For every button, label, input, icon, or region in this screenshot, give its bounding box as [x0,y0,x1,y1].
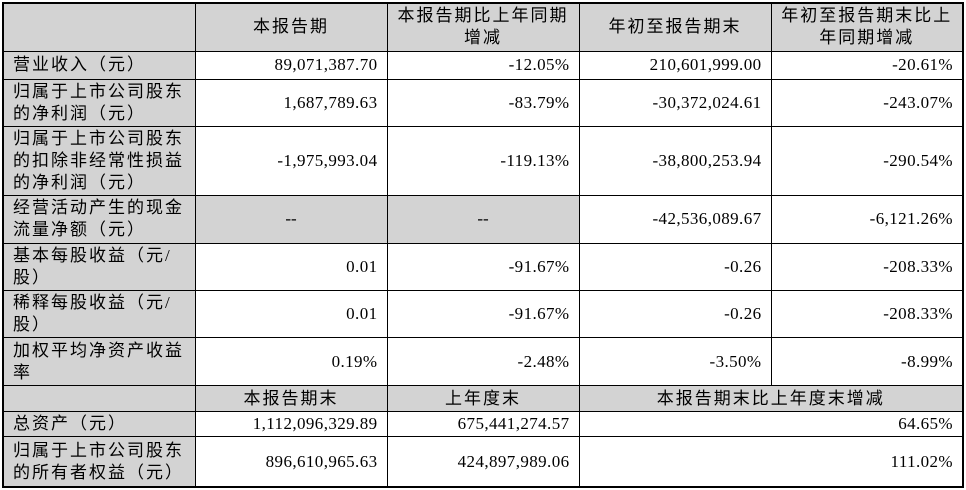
value-cell: -1,975,993.04 [194,125,388,196]
table-row-net-profit: 归属于上市公司股东 的净利润（元） 1,687,789.63 -83.79% -… [2,78,964,127]
table-row-net-profit-excl-nonrecurring: 归属于上市公司股东 的扣除非经常性损益 的净利润（元） -1,975,993.0… [2,125,964,196]
value-cell: 111.02% [578,436,964,488]
value-cell: -91.67% [386,290,580,339]
header-year-to-date: 年初至报告期末 [578,2,772,52]
row-label: 加权平均净资产收益 率 [2,337,196,387]
row-label: 稀释每股收益（元/ 股） [2,290,196,339]
row-label: 归属于上市公司股东 的扣除非经常性损益 的净利润（元） [2,125,196,196]
value-cell: 210,601,999.00 [578,50,772,80]
value-cell: -83.79% [386,78,580,127]
table-row-operating-revenue: 营业收入（元） 89,071,387.70 -12.05% 210,601,99… [2,50,964,80]
value-cell-not-applicable: -- [194,194,388,244]
value-cell: -0.26 [578,242,772,292]
value-cell: -38,800,253.94 [578,125,772,196]
value-cell: -2.48% [386,337,580,387]
value-cell: -243.07% [770,78,964,127]
value-cell: -30,372,024.61 [578,78,772,127]
value-cell: 424,897,989.06 [386,436,580,488]
header-period-end-vs-prior-year-end-change: 本报告期末比上年度末增减 [578,385,964,413]
value-cell: 0.19% [194,337,388,387]
table-row-diluted-eps: 稀释每股收益（元/ 股） 0.01 -91.67% -0.26 -208.33% [2,290,964,339]
value-cell: 89,071,387.70 [194,50,388,80]
period-header-row: 本报告期 本报告期比上年同期 增减 年初至报告期末 年初至报告期末比上 年同期增… [2,2,964,52]
row-label: 基本每股收益（元/ 股） [2,242,196,292]
value-cell: -6,121.26% [770,194,964,244]
value-cell: -8.99% [770,337,964,387]
value-cell: -208.33% [770,242,964,292]
value-cell-not-applicable: -- [386,194,580,244]
value-cell: 0.01 [194,290,388,339]
row-label: 归属于上市公司股东 的所有者权益（元） [2,436,196,488]
value-cell: 1,687,789.63 [194,78,388,127]
value-cell: -91.67% [386,242,580,292]
row-label: 营业收入（元） [2,50,196,80]
table-row-operating-cash-flow: 经营活动产生的现金 流量净额（元） -- -- -42,536,089.67 -… [2,194,964,244]
value-cell: -0.26 [578,290,772,339]
header-year-to-date-yoy-change: 年初至报告期末比上 年同期增减 [770,2,964,52]
table-row-basic-eps: 基本每股收益（元/ 股） 0.01 -91.67% -0.26 -208.33% [2,242,964,292]
value-cell: 1,112,096,329.89 [194,411,388,438]
header-blank-cell [2,2,196,52]
header-current-period-yoy-change: 本报告期比上年同期 增减 [386,2,580,52]
position-header-row: 本报告期末 上年度末 本报告期末比上年度末增减 [2,385,964,413]
value-cell: 0.01 [194,242,388,292]
table-row-total-assets: 总资产（元） 1,112,096,329.89 675,441,274.57 6… [2,411,964,438]
table-row-weighted-average-roe: 加权平均净资产收益 率 0.19% -2.48% -3.50% -8.99% [2,337,964,387]
table-row-shareholders-equity: 归属于上市公司股东 的所有者权益（元） 896,610,965.63 424,8… [2,436,964,488]
header-current-period: 本报告期 [194,2,388,52]
value-cell: -290.54% [770,125,964,196]
value-cell: 675,441,274.57 [386,411,580,438]
value-cell: 64.65% [578,411,964,438]
value-cell: -3.50% [578,337,772,387]
row-label: 经营活动产生的现金 流量净额（元） [2,194,196,244]
row-label: 总资产（元） [2,411,196,438]
header-blank-cell [2,385,196,413]
value-cell: 896,610,965.63 [194,436,388,488]
row-label: 归属于上市公司股东 的净利润（元） [2,78,196,127]
value-cell: -119.13% [386,125,580,196]
value-cell: -208.33% [770,290,964,339]
header-end-of-prior-year: 上年度末 [386,385,580,413]
value-cell: -12.05% [386,50,580,80]
header-end-of-period: 本报告期末 [194,385,388,413]
value-cell: -42,536,089.67 [578,194,772,244]
value-cell: -20.61% [770,50,964,80]
